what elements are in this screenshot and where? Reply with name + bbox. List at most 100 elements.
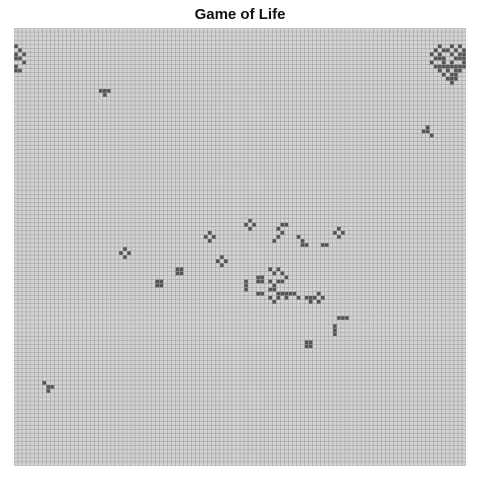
- life-board[interactable]: [14, 28, 466, 466]
- alive-cell[interactable]: [46, 389, 51, 393]
- alive-cell[interactable]: [42, 381, 47, 385]
- alive-cell[interactable]: [450, 76, 454, 81]
- alive-cell[interactable]: [304, 340, 309, 345]
- alive-cell[interactable]: [276, 291, 281, 296]
- alive-cell[interactable]: [276, 226, 281, 231]
- alive-cell[interactable]: [268, 267, 273, 272]
- alive-cell[interactable]: [280, 222, 285, 227]
- alive-cell[interactable]: [458, 68, 462, 73]
- alive-cell[interactable]: [438, 52, 442, 57]
- alive-cell[interactable]: [284, 275, 289, 280]
- alive-cell[interactable]: [99, 89, 103, 93]
- alive-cell[interactable]: [272, 271, 277, 276]
- alive-cell[interactable]: [50, 385, 55, 389]
- alive-cell[interactable]: [450, 52, 454, 57]
- alive-cell[interactable]: [308, 340, 313, 345]
- alive-cell[interactable]: [292, 291, 297, 296]
- alive-cell[interactable]: [316, 299, 321, 304]
- alive-cell[interactable]: [429, 60, 434, 65]
- alive-cell[interactable]: [454, 56, 458, 61]
- alive-cell[interactable]: [123, 255, 127, 259]
- alive-cell[interactable]: [438, 64, 442, 69]
- alive-cell[interactable]: [14, 52, 18, 57]
- alive-cell[interactable]: [438, 44, 442, 49]
- alive-cell[interactable]: [320, 295, 325, 300]
- alive-cell[interactable]: [280, 291, 285, 296]
- alive-cell[interactable]: [458, 52, 462, 57]
- alive-cell[interactable]: [462, 56, 466, 61]
- alive-cell[interactable]: [260, 291, 264, 296]
- alive-cell[interactable]: [272, 299, 277, 304]
- alive-cell[interactable]: [107, 89, 111, 93]
- alive-cell[interactable]: [345, 316, 349, 320]
- alive-cell[interactable]: [280, 231, 285, 235]
- alive-cell[interactable]: [14, 68, 18, 73]
- alive-cell[interactable]: [22, 60, 26, 65]
- alive-cell[interactable]: [308, 299, 313, 304]
- alive-cell[interactable]: [454, 64, 458, 69]
- alive-cell[interactable]: [333, 328, 337, 332]
- alive-cell[interactable]: [304, 295, 309, 300]
- alive-cell[interactable]: [454, 48, 458, 53]
- alive-cell[interactable]: [462, 48, 466, 53]
- alive-cell[interactable]: [272, 283, 277, 288]
- alive-cell[interactable]: [442, 60, 446, 65]
- alive-cell[interactable]: [207, 239, 212, 243]
- alive-cell[interactable]: [454, 76, 458, 81]
- alive-cell[interactable]: [462, 52, 466, 57]
- alive-cell[interactable]: [244, 287, 248, 292]
- alive-cell[interactable]: [333, 332, 337, 336]
- alive-cell[interactable]: [446, 48, 450, 53]
- alive-cell[interactable]: [22, 52, 26, 57]
- alive-cell[interactable]: [462, 64, 466, 69]
- alive-cell[interactable]: [325, 243, 329, 247]
- alive-cell[interactable]: [312, 295, 317, 300]
- alive-cell[interactable]: [280, 271, 285, 276]
- alive-cell[interactable]: [268, 279, 273, 284]
- alive-cell[interactable]: [300, 243, 305, 247]
- alive-cell[interactable]: [268, 295, 273, 300]
- alive-cell[interactable]: [300, 239, 305, 243]
- alive-cell[interactable]: [446, 64, 450, 69]
- alive-cell[interactable]: [175, 271, 180, 276]
- alive-cell[interactable]: [252, 222, 256, 227]
- alive-cell[interactable]: [272, 239, 277, 243]
- alive-cell[interactable]: [220, 255, 224, 259]
- alive-cell[interactable]: [433, 64, 438, 69]
- alive-cell[interactable]: [341, 316, 345, 320]
- alive-cell[interactable]: [244, 279, 248, 284]
- alive-cell[interactable]: [425, 129, 430, 134]
- alive-cell[interactable]: [103, 89, 107, 93]
- alive-cell[interactable]: [296, 235, 301, 239]
- alive-cell[interactable]: [454, 72, 458, 77]
- alive-cell[interactable]: [450, 72, 454, 77]
- alive-cell[interactable]: [220, 263, 224, 268]
- alive-cell[interactable]: [308, 295, 313, 300]
- alive-cell[interactable]: [244, 222, 248, 227]
- alive-cell[interactable]: [175, 267, 180, 272]
- alive-cell[interactable]: [119, 251, 123, 255]
- alive-cell[interactable]: [442, 48, 446, 53]
- alive-cell[interactable]: [244, 283, 248, 288]
- alive-cell[interactable]: [446, 76, 450, 81]
- alive-cell[interactable]: [203, 235, 208, 239]
- alive-cell[interactable]: [454, 68, 458, 73]
- alive-cell[interactable]: [127, 251, 131, 255]
- alive-cell[interactable]: [103, 93, 107, 97]
- alive-cell[interactable]: [450, 60, 454, 65]
- alive-cell[interactable]: [421, 129, 426, 134]
- alive-cell[interactable]: [304, 243, 309, 247]
- alive-cell[interactable]: [224, 259, 228, 263]
- alive-cell[interactable]: [280, 279, 285, 284]
- alive-cell[interactable]: [14, 44, 18, 49]
- alive-cell[interactable]: [276, 235, 281, 239]
- alive-cell[interactable]: [425, 125, 430, 130]
- alive-cell[interactable]: [442, 72, 446, 77]
- alive-cell[interactable]: [446, 68, 450, 73]
- alive-cell[interactable]: [337, 235, 341, 239]
- alive-cell[interactable]: [316, 291, 321, 296]
- alive-cell[interactable]: [433, 48, 438, 53]
- alive-cell[interactable]: [260, 275, 264, 280]
- alive-cell[interactable]: [276, 295, 281, 300]
- alive-cell[interactable]: [284, 222, 289, 227]
